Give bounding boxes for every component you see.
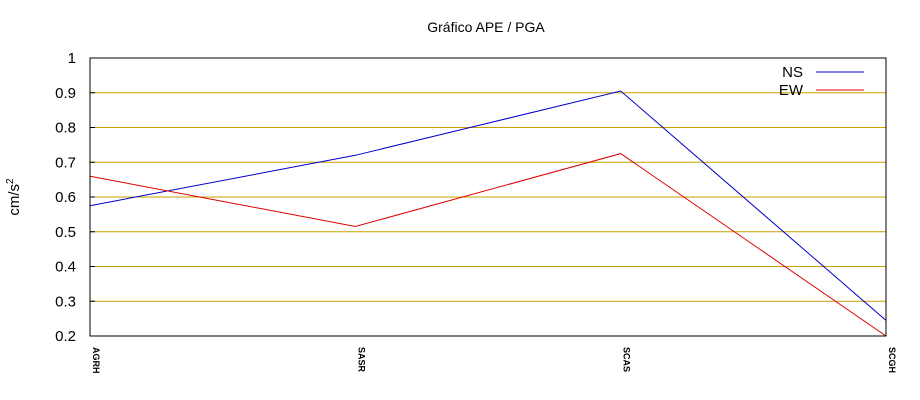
y-tick-label: 0.8 [55, 120, 76, 137]
series-lines [89, 90, 887, 337]
series-line-ns [89, 90, 887, 321]
y-tick-labels: 1 0.9 0.8 0.7 0.6 0.5 0.4 0.3 0.2 [55, 50, 95, 345]
y-tick-label: 0.7 [55, 154, 76, 171]
x-tick-labels: AGRH SASR SCAS SCGH [91, 347, 897, 374]
x-tick-label: AGRH [91, 347, 101, 374]
grid-lines [90, 92, 886, 302]
y-axis-label-exponent: 2 [5, 178, 16, 184]
plot-frame [89, 57, 887, 337]
x-tick-label: SCGH [887, 347, 897, 373]
series-line-ew [89, 153, 887, 337]
y-tick-label: 0.2 [55, 328, 76, 345]
legend-label-ew: EW [779, 82, 804, 99]
y-tick-label: 0.4 [55, 259, 76, 276]
y-tick-label: 0.6 [55, 189, 76, 206]
y-tick-label: 0.9 [55, 85, 76, 102]
y-tick-label: 1 [68, 50, 76, 67]
y-axis-label: cm/s2 [5, 178, 23, 216]
y-tick-label: 0.5 [55, 224, 76, 241]
chart-title: Gráfico APE / PGA [427, 19, 545, 35]
x-tick-label: SASR [356, 347, 366, 373]
legend-label-ns: NS [782, 64, 803, 81]
y-tick-label: 0.3 [55, 293, 76, 310]
x-tick-label: SCAS [622, 347, 632, 372]
y-axis-label-unit: cm/s [6, 184, 23, 216]
